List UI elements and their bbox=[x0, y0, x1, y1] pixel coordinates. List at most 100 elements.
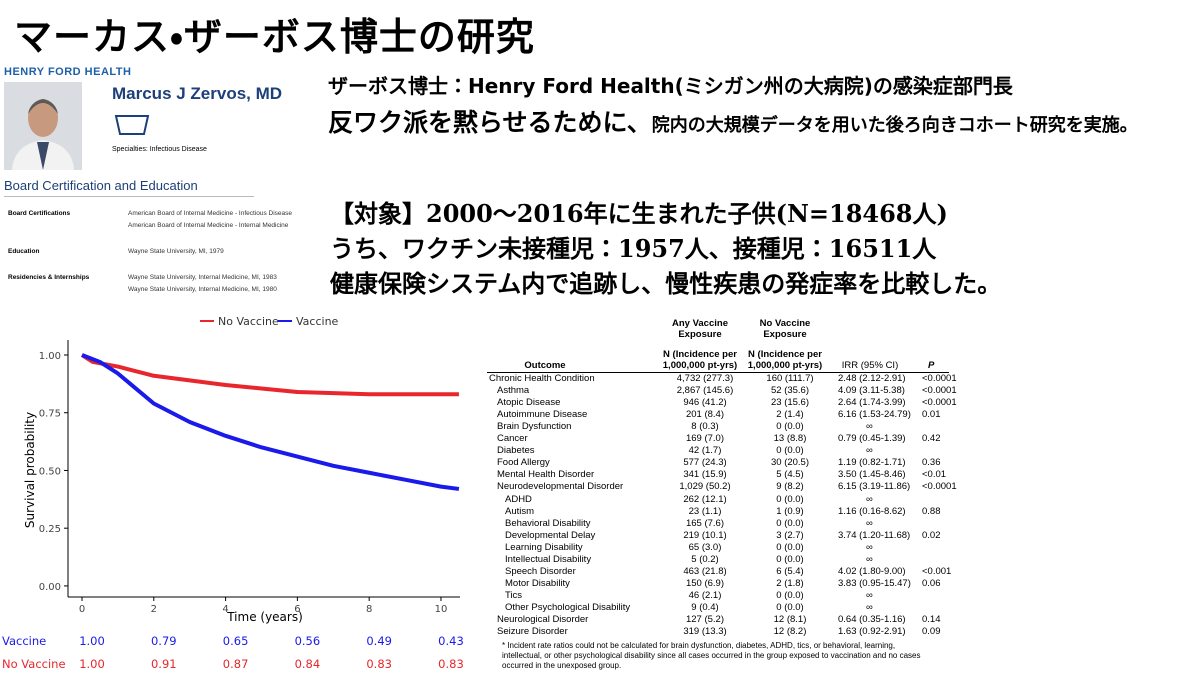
table-header: Any Vaccine bbox=[672, 318, 728, 329]
risk-value: 0.49 bbox=[366, 634, 392, 648]
specialties: Specialties: Infectious Disease bbox=[112, 146, 207, 153]
x-tick-label: 0 bbox=[79, 604, 85, 615]
x-tick-label: 10 bbox=[435, 604, 448, 615]
table-header: 1,000,000 pt-yrs) bbox=[662, 360, 738, 371]
survival-line bbox=[81, 353, 460, 491]
irr-cell: 2.64 (1.74-3.99) bbox=[838, 397, 906, 409]
none-cell: 30 (20.5) bbox=[770, 457, 810, 469]
p-cell: <0.0001 bbox=[922, 385, 957, 397]
any-cell: 127 (5.2) bbox=[685, 614, 725, 625]
outcome-cell: Intellectual Disability bbox=[505, 553, 592, 565]
p-cell: <0.001 bbox=[922, 565, 952, 577]
none-cell: 0 (0.0) bbox=[776, 517, 804, 529]
any-cell: 4,732 (277.3) bbox=[676, 373, 734, 384]
survival-line bbox=[80, 353, 459, 397]
p-cell: 0.01 bbox=[922, 409, 941, 421]
outcome-cell: Autoimmune Disease bbox=[497, 409, 588, 421]
line2: 反ワク派を黙らせるために、院内の大規模データを用いた後ろ向きコホート研究を実施。 bbox=[328, 108, 1173, 141]
any-cell: 46 (2.1) bbox=[688, 589, 722, 601]
header-rule bbox=[487, 372, 949, 373]
y-tick-label: 0.25 bbox=[39, 524, 61, 535]
outcome-cell: Tics bbox=[505, 589, 523, 601]
outcome-cell: Autism bbox=[505, 505, 535, 517]
table-header: Outcome bbox=[524, 360, 566, 371]
row-label: Education bbox=[8, 248, 40, 255]
p-cell: <0.0001 bbox=[922, 481, 957, 493]
none-cell: 13 (8.8) bbox=[773, 433, 807, 445]
logo: HENRY FORD HEALTH bbox=[4, 66, 132, 78]
none-cell: 9 (8.2) bbox=[776, 481, 804, 493]
outcome-cell: Neurodevelopmental Disorder bbox=[497, 481, 624, 493]
x-tick-label: 8 bbox=[366, 604, 372, 615]
outcome-cell: Food Allergy bbox=[497, 457, 550, 469]
table-header: N (Incidence per bbox=[663, 349, 737, 360]
none-cell: 1 (0.9) bbox=[776, 505, 804, 517]
line1: ザーボス博士：Henry Ford Health(ミシガン州の大病院)の感染症部… bbox=[328, 74, 1013, 98]
irr-cell: 4.09 (3.11-5.38) bbox=[838, 385, 905, 397]
risk-value: 0.79 bbox=[151, 634, 177, 648]
p-cell: 0.36 bbox=[922, 457, 941, 469]
none-cell: 0 (0.0) bbox=[776, 553, 804, 565]
any-cell: 42 (1.7) bbox=[688, 445, 722, 457]
section-heading: Board Certification and Education bbox=[4, 178, 198, 193]
y-tick-label: 0.75 bbox=[39, 409, 61, 420]
risk-value: 1.00 bbox=[79, 657, 105, 671]
any-cell: 23 (1.1) bbox=[688, 505, 722, 517]
irr-cell: ∞ bbox=[866, 601, 873, 613]
irr-cell: ∞ bbox=[866, 553, 873, 565]
any-cell: 165 (7.6) bbox=[685, 517, 725, 529]
p-cell: <0.0001 bbox=[922, 373, 957, 384]
outcome-cell: Brain Dysfunction bbox=[497, 421, 572, 433]
tie bbox=[37, 142, 49, 170]
irr-cell: 6.16 (1.53-24.79) bbox=[838, 409, 911, 421]
footnote: * Incident rate ratios could not be calc… bbox=[502, 641, 921, 670]
x-tick-label: 4 bbox=[222, 604, 228, 615]
p-cell: 0.42 bbox=[922, 433, 941, 445]
outcome-cell: Developmental Delay bbox=[505, 529, 596, 541]
table-header: P bbox=[928, 360, 935, 371]
risk-value: 0.65 bbox=[223, 634, 249, 648]
none-cell: 5 (4.5) bbox=[776, 469, 804, 481]
irr-cell: ∞ bbox=[866, 493, 873, 505]
table-header: Exposure bbox=[678, 329, 722, 340]
y-tick-label: 0.50 bbox=[39, 466, 61, 477]
any-cell: 463 (21.8) bbox=[683, 565, 727, 577]
face bbox=[28, 99, 58, 137]
slide-title: マーカス・ザーボス博士の研究 bbox=[14, 15, 535, 59]
outcome-cell: Diabetes bbox=[497, 445, 535, 457]
outcome-cell: Learning Disability bbox=[505, 541, 583, 553]
outcome-cell: ADHD bbox=[505, 493, 532, 505]
y-axis-label: Survival probability bbox=[23, 412, 37, 528]
risk-value: 0.91 bbox=[151, 657, 177, 671]
any-cell: 169 (7.0) bbox=[685, 433, 725, 445]
point: 健康保険システム内で追跡し、慢性疾患の発症率を比較した。 bbox=[330, 269, 1002, 298]
any-cell: 2,867 (145.6) bbox=[676, 385, 734, 397]
any-cell: 341 (15.9) bbox=[683, 469, 727, 481]
any-cell: 9 (0.4) bbox=[691, 601, 719, 613]
row-item: Wayne State University, Internal Medicin… bbox=[128, 274, 277, 281]
outcome-cell: Asthma bbox=[497, 385, 530, 397]
outcome-cell: Cancer bbox=[497, 433, 528, 445]
irr-cell: ∞ bbox=[866, 541, 873, 553]
y-tick-label: 1.00 bbox=[39, 351, 61, 362]
line2-large: 反ワク派を黙らせるために、 bbox=[328, 108, 652, 137]
legend-label: No Vaccine bbox=[218, 315, 279, 328]
none-cell: 6 (5.4) bbox=[776, 565, 804, 577]
section-rule bbox=[4, 196, 254, 197]
outcome-cell: Seizure Disorder bbox=[497, 626, 568, 638]
outcome-cell: Motor Disability bbox=[505, 577, 570, 589]
none-cell: 23 (15.6) bbox=[770, 397, 810, 409]
legend-label: Vaccine bbox=[296, 315, 339, 328]
risk-value: 0.83 bbox=[366, 657, 392, 671]
risk-row-label: Vaccine bbox=[2, 634, 46, 648]
p-cell: <0.01 bbox=[922, 469, 947, 481]
risk-row-label: No Vaccine bbox=[2, 657, 66, 671]
line2-small: 院内の大規模データを用いた後ろ向きコホート研究を実施。 bbox=[651, 115, 1138, 136]
any-cell: 319 (13.3) bbox=[683, 626, 727, 638]
any-cell: 946 (41.2) bbox=[683, 397, 727, 409]
risk-value: 0.87 bbox=[223, 657, 249, 671]
irr-cell: 0.79 (0.45-1.39) bbox=[838, 433, 906, 445]
table-header: Exposure bbox=[763, 329, 807, 340]
p-cell: 0.02 bbox=[922, 529, 941, 541]
p-cell: 0.06 bbox=[922, 577, 941, 589]
